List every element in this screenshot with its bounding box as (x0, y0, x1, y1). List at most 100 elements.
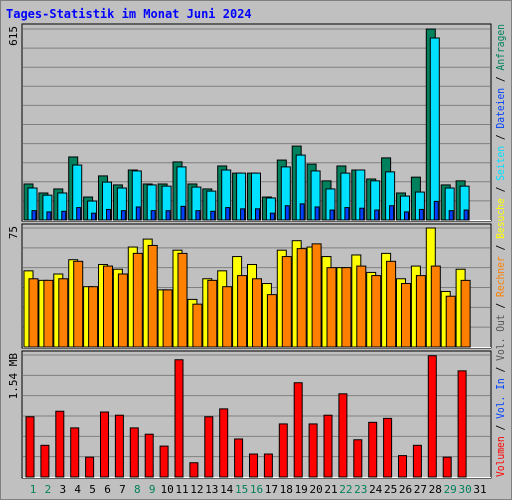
legend-separator: / (495, 70, 507, 87)
bar (222, 286, 233, 348)
bar (180, 205, 186, 221)
bar (117, 273, 128, 348)
bar (383, 417, 393, 478)
bar (389, 205, 395, 221)
x-tick-label: 1 (30, 483, 37, 496)
bar (356, 265, 367, 348)
bar (386, 260, 397, 348)
legend-separator: / (495, 239, 507, 256)
bar (359, 207, 365, 221)
bar (210, 210, 216, 221)
bar (100, 411, 109, 478)
bar (293, 382, 303, 478)
x-tick-label: 8 (134, 483, 141, 496)
bar (326, 267, 337, 348)
legend-entry: Volumen (495, 436, 507, 477)
bar (61, 210, 67, 221)
legend-entry: Rechner (495, 256, 507, 297)
bar (448, 210, 454, 221)
legend-separator: / (495, 419, 507, 436)
x-tick-label: 14 (220, 483, 234, 496)
bar (329, 209, 335, 221)
bar (281, 256, 292, 348)
legend: Volumen / Vol. In / Vol. Out / Rechner /… (495, 24, 507, 477)
bar (177, 252, 188, 348)
x-tick-label: 29 (444, 483, 457, 496)
bar (445, 295, 456, 348)
bar (204, 416, 214, 478)
bar (308, 423, 318, 478)
bar (240, 208, 246, 221)
bar (46, 211, 52, 221)
x-tick-label: 7 (119, 483, 126, 496)
legend-separator: / (495, 129, 507, 146)
x-tick-label: 24 (369, 483, 383, 496)
x-tick-label: 2 (45, 483, 52, 496)
x-tick-label: 21 (324, 483, 337, 496)
bar (442, 456, 452, 478)
x-tick-label: 19 (295, 483, 308, 496)
legend-separator: / (495, 297, 507, 314)
bar (43, 279, 54, 348)
bar (28, 278, 39, 348)
bar (269, 212, 275, 221)
x-tick-label: 11 (175, 483, 188, 496)
bar (114, 414, 124, 478)
legend-entry: Vol. Out (495, 314, 507, 360)
bar (91, 212, 97, 221)
bar (266, 294, 277, 348)
x-tick-label: 26 (399, 483, 412, 496)
bar (88, 286, 99, 348)
bar (401, 283, 411, 348)
bar (70, 427, 80, 478)
bar (463, 209, 469, 221)
bar (85, 456, 95, 478)
bar (323, 414, 333, 478)
bar (174, 359, 184, 478)
bar (398, 455, 407, 478)
bar (162, 289, 173, 348)
x-tick-label: 3 (59, 483, 66, 496)
legend-separator: / (495, 361, 507, 378)
legend-entry: Seiten (495, 146, 507, 181)
bar (219, 408, 229, 478)
bar (278, 423, 288, 478)
bar (429, 37, 440, 221)
bar (159, 445, 169, 478)
x-tick-label: 16 (250, 483, 263, 496)
y-tick-label: 1.54 MB (7, 353, 20, 400)
x-tick-label: 6 (104, 483, 111, 496)
y-tick-label: 75 (7, 226, 20, 239)
x-tick-label: 5 (89, 483, 96, 496)
bar (207, 279, 218, 348)
x-tick-label: 23 (354, 483, 367, 496)
bar (150, 210, 156, 221)
bar (103, 265, 113, 348)
bar (252, 278, 262, 348)
bar (418, 208, 424, 221)
x-tick-label: 10 (160, 483, 173, 496)
bar (299, 203, 305, 221)
bar (55, 410, 65, 478)
bar (368, 421, 378, 478)
x-tick-label: 31 (473, 483, 486, 496)
bar (374, 209, 380, 221)
bar (338, 393, 348, 478)
bar (430, 265, 441, 348)
legend-entry: Dateien (495, 88, 507, 129)
bar (73, 260, 84, 348)
bar (192, 303, 203, 348)
bar (129, 427, 139, 478)
x-tick-label: 4 (74, 483, 81, 496)
bar (341, 267, 352, 348)
bar (40, 444, 50, 478)
legend-entry: Vol. In (495, 378, 507, 419)
bar (284, 205, 290, 221)
x-tick-label: 30 (458, 483, 471, 496)
bar (249, 453, 258, 478)
x-tick-label: 12 (190, 483, 203, 496)
bar (457, 370, 467, 478)
bar (120, 210, 126, 221)
